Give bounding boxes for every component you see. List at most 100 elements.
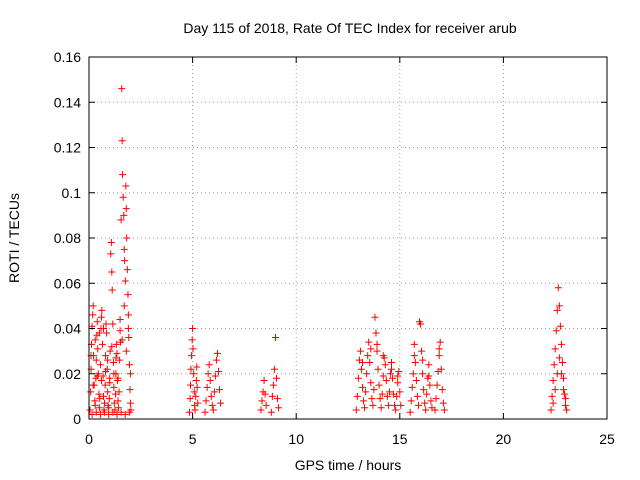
data-point bbox=[435, 352, 443, 360]
data-point bbox=[109, 408, 117, 416]
data-point bbox=[124, 325, 132, 332]
y-tick-label: 0.12 bbox=[54, 140, 81, 156]
data-point bbox=[103, 329, 111, 337]
data-point bbox=[108, 268, 116, 276]
data-point bbox=[109, 320, 117, 328]
data-point bbox=[425, 361, 433, 369]
data-point bbox=[97, 377, 105, 385]
data-point bbox=[362, 388, 370, 396]
data-point bbox=[186, 395, 194, 403]
data-point bbox=[102, 367, 110, 375]
data-point bbox=[408, 383, 416, 391]
data-point bbox=[270, 365, 278, 373]
data-point bbox=[368, 395, 376, 403]
data-point bbox=[108, 286, 116, 294]
data-point bbox=[126, 386, 134, 394]
data-point bbox=[213, 349, 221, 357]
y-tick-label: 0.02 bbox=[54, 366, 81, 382]
data-point bbox=[120, 211, 128, 219]
data-point bbox=[110, 383, 118, 391]
data-point bbox=[216, 386, 224, 394]
data-point bbox=[206, 377, 214, 385]
data-point bbox=[558, 358, 566, 366]
data-point bbox=[555, 302, 563, 310]
data-point bbox=[357, 365, 365, 373]
data-point bbox=[409, 370, 417, 378]
data-point bbox=[551, 345, 559, 353]
data-point bbox=[108, 343, 116, 351]
data-point bbox=[114, 404, 122, 412]
data-point bbox=[98, 306, 106, 314]
data-point bbox=[205, 361, 213, 369]
data-point bbox=[193, 363, 201, 371]
data-point bbox=[436, 338, 444, 346]
data-point bbox=[377, 404, 385, 412]
x-axis-label: GPS time / hours bbox=[295, 457, 402, 473]
data-point bbox=[367, 379, 375, 387]
data-point bbox=[89, 302, 97, 310]
data-point bbox=[392, 406, 400, 414]
data-point bbox=[550, 361, 558, 369]
data-point bbox=[271, 334, 279, 342]
data-point bbox=[100, 392, 108, 400]
data-point bbox=[202, 397, 210, 405]
data-point bbox=[417, 320, 425, 328]
data-point bbox=[104, 388, 112, 396]
data-point bbox=[552, 327, 560, 335]
data-point bbox=[96, 395, 104, 403]
data-point bbox=[125, 408, 133, 416]
data-point bbox=[113, 349, 121, 357]
data-point bbox=[116, 327, 124, 335]
data-point bbox=[360, 397, 368, 405]
data-point bbox=[110, 399, 118, 407]
data-point bbox=[354, 374, 362, 382]
data-point bbox=[126, 399, 134, 407]
data-point bbox=[563, 406, 571, 414]
data-point bbox=[86, 406, 94, 414]
data-point bbox=[561, 390, 569, 398]
data-point bbox=[118, 336, 126, 344]
data-point bbox=[273, 374, 281, 382]
data-point bbox=[559, 374, 567, 382]
data-point bbox=[396, 388, 404, 396]
data-point bbox=[188, 352, 196, 360]
data-point bbox=[410, 340, 418, 348]
data-point bbox=[422, 406, 430, 414]
data-point bbox=[95, 390, 103, 398]
data-point bbox=[123, 266, 131, 274]
x-tick-label: 15 bbox=[392, 431, 408, 447]
data-point bbox=[258, 397, 266, 405]
data-point bbox=[105, 410, 113, 418]
data-point bbox=[118, 85, 126, 93]
data-point bbox=[410, 352, 418, 360]
data-point bbox=[94, 345, 102, 353]
data-point bbox=[548, 392, 556, 400]
data-point bbox=[431, 406, 439, 414]
data-point bbox=[359, 358, 367, 366]
data-point bbox=[370, 386, 378, 394]
data-point bbox=[426, 381, 434, 389]
data-point bbox=[372, 329, 380, 337]
data-point bbox=[115, 388, 123, 396]
data-point bbox=[423, 390, 431, 398]
data-point bbox=[117, 408, 125, 416]
data-point bbox=[421, 399, 429, 407]
y-tick-label: 0.04 bbox=[54, 321, 81, 337]
data-point bbox=[212, 356, 220, 364]
data-point bbox=[267, 408, 275, 416]
data-point bbox=[395, 367, 403, 375]
data-point bbox=[209, 406, 217, 414]
data-point bbox=[562, 395, 570, 403]
data-point bbox=[125, 334, 133, 342]
data-point bbox=[549, 377, 557, 385]
data-point bbox=[123, 234, 131, 242]
y-tick-label: 0.1 bbox=[62, 185, 82, 201]
y-tick-label: 0 bbox=[73, 411, 81, 427]
data-point bbox=[418, 347, 426, 355]
data-point bbox=[91, 336, 99, 344]
data-point bbox=[124, 291, 132, 299]
data-point bbox=[95, 404, 103, 412]
data-point bbox=[562, 401, 570, 409]
data-point bbox=[440, 406, 448, 414]
